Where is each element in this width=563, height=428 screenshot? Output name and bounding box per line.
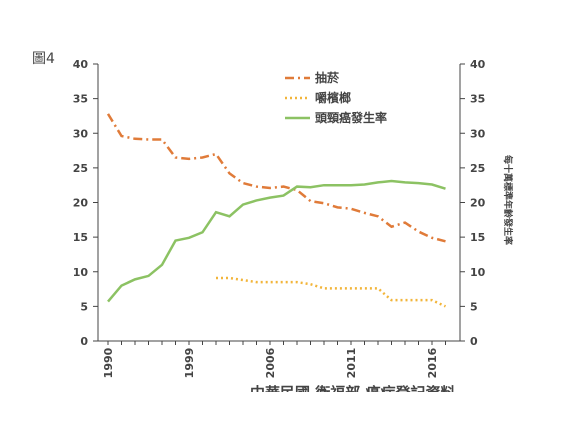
legend-label: 嚼檳榔 [315, 90, 351, 105]
y2-tick-label: 5 [470, 300, 478, 313]
y-tick-label: 25 [73, 162, 88, 175]
x-tick-label: 1999 [183, 348, 196, 379]
y2-tick-label: 10 [470, 266, 486, 279]
y-tick-label: 0 [80, 335, 88, 348]
y-tick-label: 30 [73, 127, 89, 140]
figure-label: 圖4 [32, 51, 55, 67]
y2-tick-label: 35 [470, 93, 485, 106]
y-tick-label: 15 [73, 231, 88, 244]
legend-label: 頭頸癌發生率 [315, 110, 387, 125]
y2-axis-label: 每十萬標準年齡發生率 [502, 155, 514, 245]
y2-tick-label: 0 [470, 335, 478, 348]
y2-tick-label: 15 [470, 231, 485, 244]
y2-tick-label: 30 [470, 127, 486, 140]
y-tick-label: 10 [73, 266, 89, 279]
line [216, 276, 447, 308]
y2-tick-label: 20 [470, 197, 486, 210]
y-tick-label: 5 [80, 300, 88, 313]
x-tick-label: 2016 [426, 347, 439, 378]
x-tick-label: 2006 [264, 347, 277, 378]
y-tick-label: 20 [73, 197, 89, 210]
y2-tick-label: 25 [470, 162, 485, 175]
source: 中華民國 衛福部 癌症登記資料 [250, 384, 455, 402]
y2-tick-label: 40 [470, 58, 486, 71]
y-tick-label: 40 [73, 58, 89, 71]
x-tick-label: 2011 [345, 348, 358, 379]
line [107, 179, 446, 303]
line [106, 113, 446, 243]
y-tick-label: 35 [73, 93, 88, 106]
legend-label: 抽菸 [315, 70, 340, 85]
x-tick-label: 1990 [102, 347, 115, 378]
